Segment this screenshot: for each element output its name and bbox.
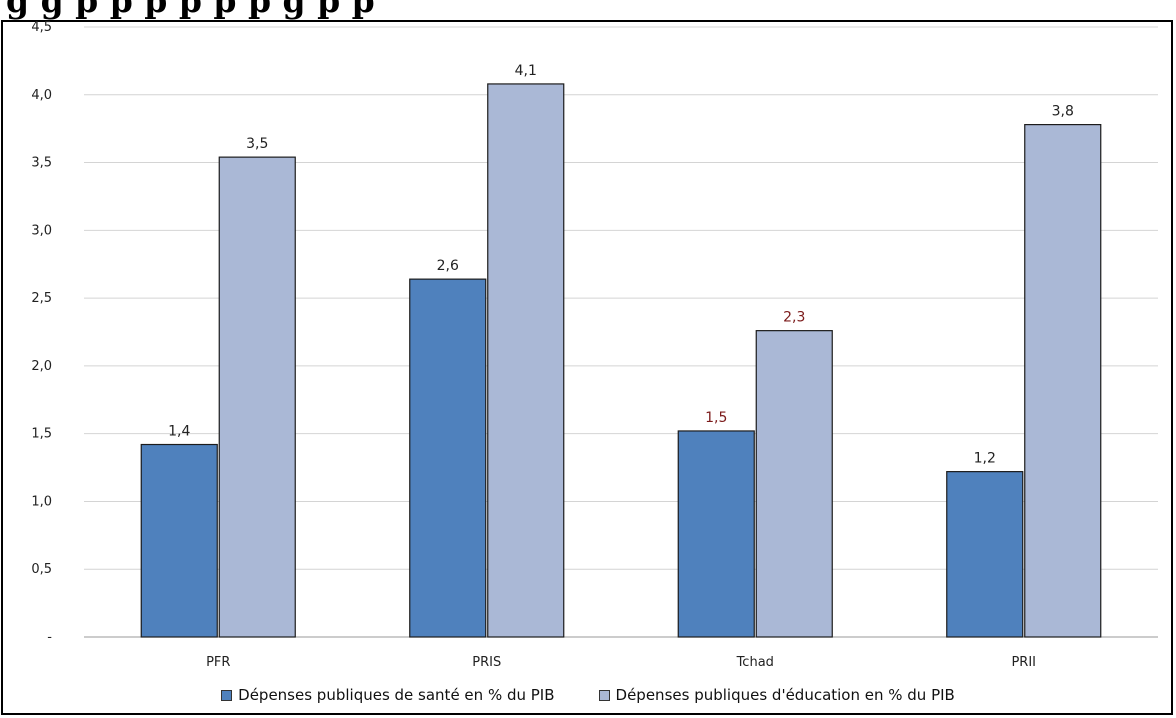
legend-swatch-sante <box>221 689 233 701</box>
data-label: 1,4 <box>168 424 190 440</box>
x-category-label: PRIS <box>472 655 501 670</box>
y-tick-label: 2,0 <box>31 359 52 374</box>
y-tick-label: 4,5 <box>31 20 52 35</box>
bar <box>946 471 1024 638</box>
legend: Dépenses publiques de santé en % du PIB … <box>0 681 1176 709</box>
data-label: 3,5 <box>246 136 268 152</box>
x-category-label: PRII <box>1011 655 1036 670</box>
chart-frame <box>1 20 1173 715</box>
data-label: 1,2 <box>974 451 996 467</box>
bars <box>140 83 1102 638</box>
chart-title-area: g g p p p p p p g p p <box>0 0 1176 22</box>
chart-title: g g p p p p p p g p p <box>6 0 375 20</box>
bar <box>755 330 833 638</box>
data-label: 2,3 <box>783 310 805 326</box>
y-tick-label: 0,5 <box>31 562 52 577</box>
legend-label-sante: Dépenses publiques de santé en % du PIB <box>238 686 555 704</box>
x-category-label: PFR <box>206 655 230 670</box>
y-tick-label: 3,0 <box>31 223 52 238</box>
data-label: 3,8 <box>1052 104 1074 120</box>
legend-label-education: Dépenses publiques d'éducation en % du P… <box>615 686 955 704</box>
y-tick-label: 4,0 <box>31 88 52 103</box>
bar <box>140 443 218 638</box>
data-label: 2,6 <box>437 258 459 274</box>
y-tick-label: 1,0 <box>31 494 52 509</box>
y-tick-label: 3,5 <box>31 156 52 171</box>
bar <box>677 430 755 638</box>
x-category-label: Tchad <box>736 655 774 670</box>
x-axis-categories: PFR PRIS Tchad PRII <box>206 655 1036 670</box>
bar <box>1024 123 1102 638</box>
y-tick-label: 1,5 <box>31 427 52 442</box>
bar <box>218 156 296 638</box>
legend-item-sante: Dépenses publiques de santé en % du PIB <box>221 686 555 704</box>
bar <box>487 83 565 638</box>
y-tick-label: - <box>47 630 52 645</box>
bar <box>409 278 487 638</box>
data-labels: 1,4 3,5 2,6 4,1 1,5 2,3 1,2 3,8 <box>168 63 1074 467</box>
legend-item-education: Dépenses publiques d'éducation en % du P… <box>598 686 955 704</box>
data-label: 4,1 <box>515 63 537 79</box>
y-tick-label: 2,5 <box>31 291 52 306</box>
data-label: 1,5 <box>705 410 727 426</box>
y-axis-ticks: - 0,5 1,0 1,5 2,0 2,5 3,0 3,5 4,0 4,5 <box>31 20 52 645</box>
legend-swatch-education <box>598 689 610 701</box>
